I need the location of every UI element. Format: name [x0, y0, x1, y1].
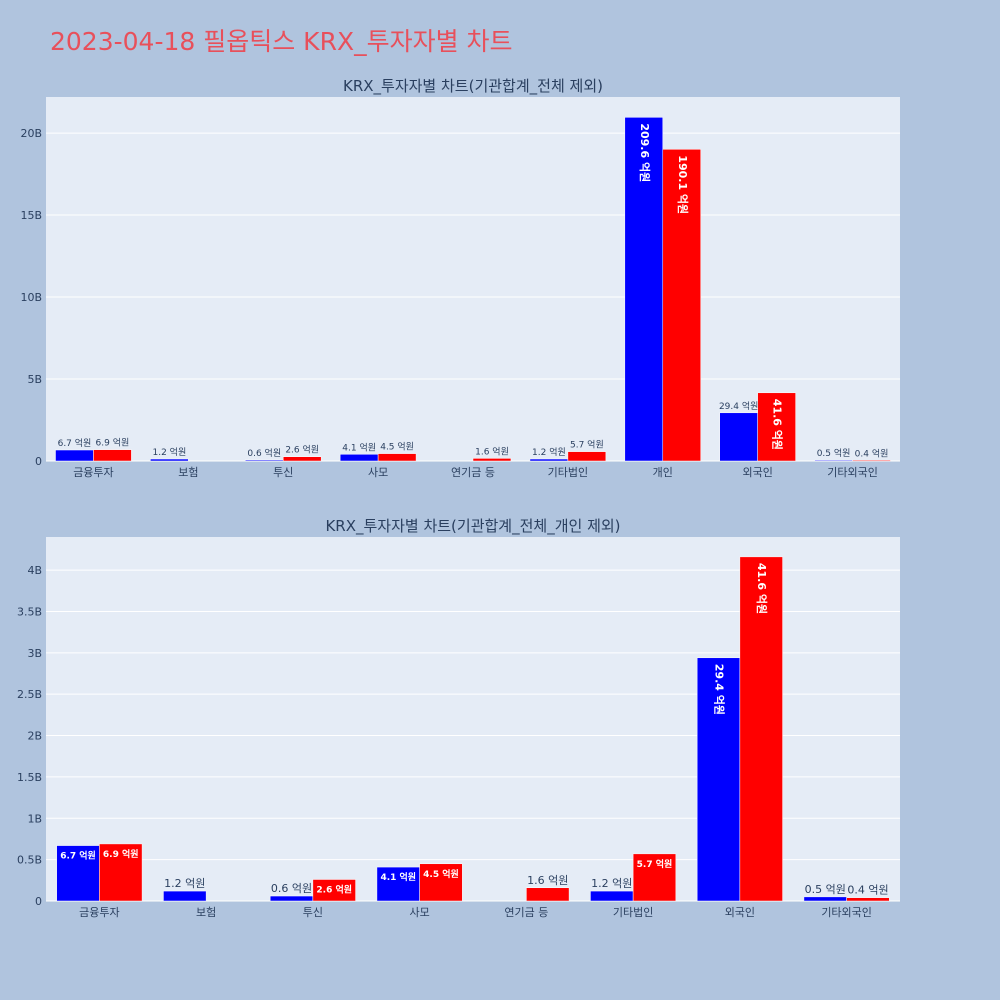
bar: [632, 853, 677, 902]
bar-label: 1.6 억원: [527, 874, 568, 887]
bar-label: 6.9 억원: [96, 437, 130, 449]
x-tick-label: 외국인: [742, 466, 772, 479]
y-tick-label: 15B: [20, 209, 42, 222]
bar-label: 4.5 억원: [380, 441, 414, 453]
bar-label: 1.2 억원: [532, 446, 566, 458]
bar: [719, 412, 758, 462]
bar: [282, 456, 322, 462]
x-tick-label: 금융투자: [79, 906, 119, 919]
bar-label: 1.2 억원: [164, 877, 205, 890]
bar: [339, 454, 379, 462]
y-tick-label: 1B: [27, 812, 42, 825]
y-tick-label: 2.5B: [17, 688, 42, 701]
bar-label: 6.9 억원: [103, 848, 139, 860]
bar-label: 4.1 억원: [342, 441, 376, 453]
x-tick-label: 금융투자: [73, 466, 113, 479]
bar-label: 29.4 억원: [719, 400, 758, 412]
bar: [472, 458, 512, 462]
bar-label: 0.4 억원: [847, 884, 888, 897]
bar: [852, 460, 891, 462]
bar: [526, 887, 570, 902]
bar: [150, 458, 189, 462]
chart-title: KRX_투자자별 차트(기관합계_전체_개인 제외): [325, 517, 620, 536]
x-tick-label: 기타외국인: [827, 466, 878, 479]
page-title: 2023-04-18 필옵틱스 KRX_투자자별 차트: [50, 27, 513, 56]
bar: [567, 451, 607, 462]
y-tick-label: 0.5B: [17, 854, 42, 867]
y-tick-label: 20B: [20, 127, 42, 140]
bar: [846, 897, 890, 902]
y-tick-label: 3.5B: [17, 605, 42, 618]
bar-label: 29.4 억원: [713, 664, 727, 715]
x-tick-label: 연기금 등: [504, 906, 548, 919]
bar-label: 1.6 억원: [475, 445, 509, 457]
bar: [245, 459, 284, 462]
chart-title: KRX_투자자별 차트(기관합계_전체 제외): [343, 77, 603, 96]
x-tick-label: 투신: [303, 906, 323, 919]
bar-label: 4.1 억원: [380, 871, 416, 883]
bar-label: 0.5 억원: [805, 883, 846, 896]
bar: [624, 117, 664, 462]
y-tick-label: 5B: [27, 373, 42, 386]
x-tick-label: 보험: [196, 906, 216, 919]
y-tick-label: 4B: [27, 564, 42, 577]
y-tick-label: 10B: [20, 291, 42, 304]
bar: [662, 149, 701, 462]
x-tick-label: 개인: [653, 466, 673, 479]
bar-label: 5.7 억원: [570, 439, 604, 451]
bar-label: 4.5 억원: [423, 868, 459, 880]
y-tick-label: 2B: [27, 730, 42, 743]
x-tick-label: 사모: [368, 466, 388, 479]
bar: [99, 843, 143, 902]
bar-label: 5.7 억원: [637, 858, 673, 870]
bar-label: 209.6 억원: [638, 123, 652, 182]
bar: [529, 458, 569, 462]
chart-top: KRX_투자자별 차트(기관합계_전체 제외) 0 5B 10B 15B 20B 6.7 억…: [20, 77, 900, 479]
bar: [93, 449, 132, 462]
bar-label: 0.5 억원: [817, 447, 851, 459]
y-tick-label: 1.5B: [17, 771, 42, 784]
bar: [376, 866, 420, 902]
bar-label: 2.6 억원: [316, 883, 352, 895]
x-tick-label: 기타법인: [613, 906, 653, 919]
bar: [814, 459, 853, 462]
bar-label: 0.6 억원: [247, 447, 281, 459]
x-tick-label: 기타외국인: [821, 906, 872, 919]
bar: [55, 449, 94, 462]
x-tick-label: 외국인: [725, 906, 755, 919]
bar-label: 1.2 억원: [591, 877, 632, 890]
bar-label: 6.7 억원: [60, 850, 96, 862]
bar-label: 190.1 억원: [676, 155, 690, 214]
bar-label: 0.4 억원: [855, 447, 889, 459]
y-tick-label: 3B: [27, 647, 42, 660]
bar: [590, 890, 634, 902]
x-tick-label: 보험: [178, 466, 198, 479]
x-tick-label: 연기금 등: [451, 466, 495, 479]
bar: [419, 863, 463, 902]
bar: [377, 453, 417, 462]
bar: [696, 657, 741, 902]
bar: [269, 895, 314, 902]
x-tick-label: 사모: [410, 906, 430, 919]
bar: [803, 896, 847, 902]
bar: [757, 392, 796, 462]
bar-label: 41.6 억원: [755, 563, 769, 614]
bar: [312, 879, 356, 902]
bar-label: 2.6 억원: [285, 444, 319, 456]
bar: [739, 556, 783, 902]
bar-label: 0.6 억원: [271, 882, 312, 895]
x-tick-label: 기타법인: [548, 466, 588, 479]
y-tick-label: 0: [35, 895, 42, 908]
bar-label: 1.2 억원: [152, 446, 186, 458]
bar-label: 41.6 억원: [771, 399, 785, 450]
bar-label: 6.7 억원: [58, 437, 92, 449]
x-tick-label: 투신: [273, 466, 293, 479]
bar: [163, 890, 207, 902]
y-tick-label: 0: [35, 455, 42, 468]
chart-bottom: KRX_투자자별 차트(기관합계_전체_개인 제외) 0 0.5B 1B 1.5B 2B 2…: [17, 517, 900, 919]
